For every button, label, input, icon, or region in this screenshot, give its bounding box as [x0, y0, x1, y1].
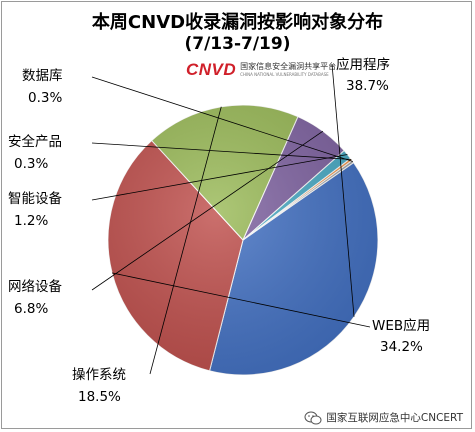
- logo-text: CNVD: [186, 60, 237, 79]
- logo-cn-text: 国家信息安全漏洞共享平台: [240, 62, 337, 71]
- leader-line-2: [149, 106, 222, 375]
- label-smart-name: 智能设备: [8, 191, 62, 207]
- leader-line-1: [111, 272, 371, 328]
- leader-line-6: [91, 76, 353, 162]
- label-smart-value: 1.2%: [14, 213, 49, 229]
- label-web-name: WEB应用: [372, 318, 431, 334]
- logo-subtext: 国家信息安全漏洞共享平台 CHINA NATIONAL VULNERABILIT…: [240, 63, 336, 77]
- leader-line-0: [331, 63, 355, 317]
- label-os-value: 18.5%: [78, 389, 121, 405]
- label-sec-value: 0.3%: [14, 156, 49, 172]
- leader-line-3: [91, 130, 324, 291]
- watermark: 国家互联网应急中心CNCERT: [304, 410, 463, 425]
- label-os-name: 操作系统: [72, 367, 126, 383]
- label-net-name: 网络设备: [8, 279, 62, 295]
- label-sec-name: 安全产品: [8, 134, 62, 150]
- logo-en-text: CHINA NATIONAL VULNERABILITY DATABASE: [240, 72, 329, 77]
- label-net-value: 6.8%: [14, 301, 49, 317]
- watermark-text: 国家互联网应急中心CNCERT: [326, 412, 463, 424]
- label-web-value: 34.2%: [380, 339, 423, 355]
- leader-line-5: [91, 142, 352, 160]
- chart-title: 本周CNVD收录漏洞按影响对象分布: [91, 12, 384, 33]
- label-app-value: 38.7%: [346, 78, 389, 94]
- cnvd-logo: CNVD 国家信息安全漏洞共享平台 CHINA NATIONAL VULNERA…: [186, 60, 336, 80]
- chart-subtitle: (7/13-7/19): [184, 34, 291, 54]
- label-db-name: 数据库: [22, 68, 63, 84]
- leader-line-4: [91, 154, 348, 201]
- wechat-icon: [304, 411, 322, 424]
- label-db-value: 0.3%: [28, 90, 63, 106]
- label-app-name: 应用程序: [336, 57, 390, 73]
